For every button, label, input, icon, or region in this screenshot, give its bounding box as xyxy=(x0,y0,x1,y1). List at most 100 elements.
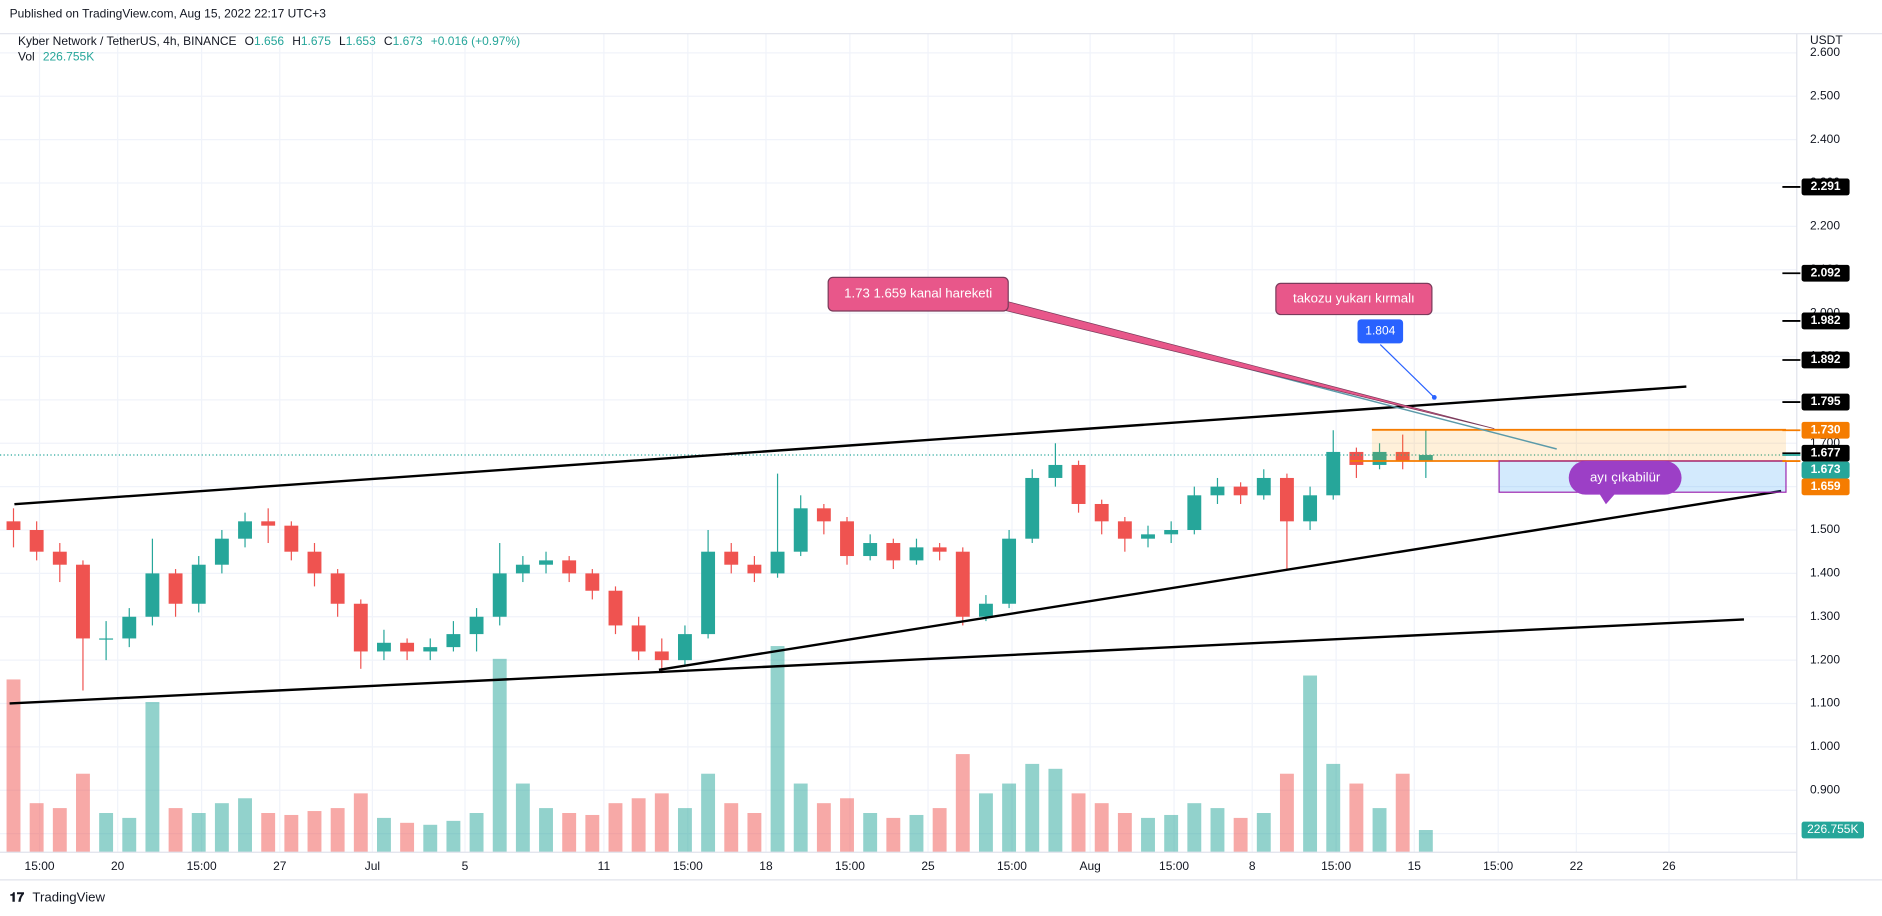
price-marker-label: 1.677 xyxy=(1811,445,1841,459)
volume-marker-box xyxy=(1801,821,1864,839)
price-marker-box xyxy=(1801,478,1850,496)
price-marker-label: 1.730 xyxy=(1811,422,1841,436)
candle-body xyxy=(909,547,924,561)
volume-bar xyxy=(469,813,484,853)
ohlc-value: 1.673 xyxy=(393,34,423,48)
currency: USDT xyxy=(1810,33,1843,47)
volume-bar xyxy=(1395,773,1410,853)
x-tick-label: Jul xyxy=(365,859,380,873)
candle-body xyxy=(701,551,716,635)
candle-body xyxy=(377,642,391,652)
price-marker-box xyxy=(1801,444,1850,462)
volume-bar xyxy=(1210,808,1225,853)
y-tick-label: 2.400 xyxy=(1810,132,1840,146)
annotation: takozu yukarı kırmalı xyxy=(1293,290,1415,305)
volume-bar xyxy=(955,754,970,853)
volume-bar xyxy=(1164,814,1179,853)
volume-pane xyxy=(6,646,1433,853)
price-marker-box xyxy=(1801,461,1850,479)
volume-bar xyxy=(1187,803,1202,853)
change: +0.016 (+0.97%) xyxy=(431,34,520,48)
x-tick-label: 15:00 xyxy=(1321,859,1351,873)
candle-body xyxy=(122,616,137,639)
candle-body xyxy=(886,543,901,561)
volume-bar xyxy=(1233,817,1248,853)
candle-body xyxy=(1141,534,1155,539)
volume-bar xyxy=(840,798,854,853)
annotation: ayı çıkabilür xyxy=(1590,469,1661,484)
x-tick-label: 15 xyxy=(1408,859,1422,873)
x-tick-label: 18 xyxy=(759,859,773,873)
candle-body xyxy=(284,525,299,552)
x-tick-label: 27 xyxy=(273,859,287,873)
price-marker-label: 1.795 xyxy=(1811,394,1841,408)
volume-bar xyxy=(515,783,530,853)
annotation-box xyxy=(1357,319,1404,344)
x-tick-label: 15:00 xyxy=(187,859,217,873)
volume-bar xyxy=(238,798,252,853)
volume-bar xyxy=(145,702,160,853)
y-tick-label: 2.200 xyxy=(1810,219,1840,233)
volume-bar xyxy=(932,808,947,853)
range-box xyxy=(1371,429,1786,462)
symbol: Kyber Network / TetherUS, 4h, BINANCE xyxy=(18,34,237,48)
candle-body xyxy=(747,564,762,574)
ohlc-label: H xyxy=(292,34,301,48)
candle-body xyxy=(29,530,44,552)
volume-bar xyxy=(261,813,276,853)
volume-bar xyxy=(191,813,206,853)
candle-body xyxy=(840,521,854,557)
annotation: 1.804 xyxy=(1365,324,1395,338)
candle-body xyxy=(52,551,67,565)
callout-line xyxy=(1379,344,1435,398)
y-tick-label: 1.400 xyxy=(1810,566,1840,580)
price-marker-box xyxy=(1801,264,1850,282)
x-tick-label: 25 xyxy=(921,859,935,873)
symbol-line: Kyber Network / TetherUS, 4h, BINANCE O1… xyxy=(18,34,520,48)
candle-body xyxy=(238,521,252,539)
candle-body xyxy=(816,508,831,522)
volume-bar xyxy=(168,808,183,853)
volume-bar xyxy=(585,814,600,853)
candle-body xyxy=(724,551,739,565)
candle-body xyxy=(1326,451,1341,496)
volume-label: Vol xyxy=(18,50,35,64)
price-marker-label: 1.659 xyxy=(1811,479,1841,493)
ohlc-value: 1.656 xyxy=(254,34,284,48)
volume-bar xyxy=(654,793,669,853)
volume-bar xyxy=(747,813,762,853)
candle-body xyxy=(932,547,947,552)
volume-bar xyxy=(492,658,507,853)
volume-bar xyxy=(446,820,461,853)
ohlc-label: O xyxy=(245,34,254,48)
candle-body xyxy=(539,560,553,565)
candle-body xyxy=(1094,503,1109,522)
volume-bar xyxy=(1279,773,1294,853)
candle-body xyxy=(863,543,878,557)
candle-body xyxy=(6,521,21,531)
published: Published on TradingView.com, Aug 15, 20… xyxy=(10,7,327,21)
candle-body xyxy=(353,603,368,652)
price-marker-label: 2.291 xyxy=(1811,179,1841,193)
volume-bar xyxy=(1002,783,1017,853)
candle-body xyxy=(76,564,90,639)
price-marker-box xyxy=(1801,393,1850,411)
volume-value: 226.755K xyxy=(43,50,94,64)
volume-bar xyxy=(724,803,739,853)
volume-bar xyxy=(863,813,878,853)
volume-bar xyxy=(562,813,577,853)
candle-body xyxy=(261,521,276,526)
volume-bar xyxy=(539,808,553,853)
volume-line: Vol 226.755K xyxy=(18,50,94,64)
x-tick-label: 26 xyxy=(1662,859,1676,873)
candle-body xyxy=(1164,530,1179,535)
candle-body xyxy=(214,538,229,565)
ohlc-value: 1.653 xyxy=(346,34,376,48)
volume-bar xyxy=(1418,830,1433,853)
price-marker-label: 2.092 xyxy=(1811,265,1841,279)
candle-body xyxy=(1025,477,1040,539)
candle-body xyxy=(330,573,345,604)
price-marker-label: 1.892 xyxy=(1811,352,1841,366)
volume-bar xyxy=(1349,783,1364,853)
